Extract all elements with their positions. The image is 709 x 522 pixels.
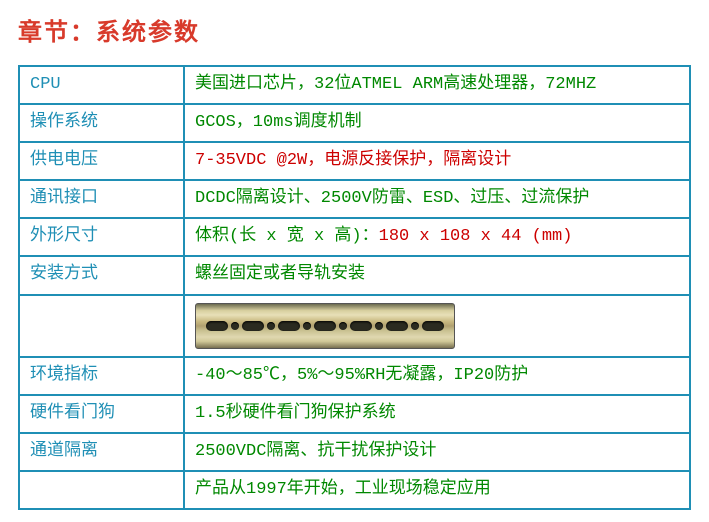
spec-label: [19, 471, 184, 509]
spec-value: DCDC隔离设计、2500V防雷、ESD、过压、过流保护: [184, 180, 690, 218]
spec-value: 螺丝固定或者导轨安装: [184, 256, 690, 294]
rail-slot: [242, 321, 264, 331]
spec-value: [184, 295, 690, 357]
spec-label: 通讯接口: [19, 180, 184, 218]
spec-label: 环境指标: [19, 357, 184, 395]
value-segment: 1.5秒硬件看门狗保护系统: [195, 404, 396, 423]
rail-hole: [375, 322, 383, 330]
spec-value: 7-35VDC @2W，电源反接保护，隔离设计: [184, 142, 690, 180]
spec-value: -40～85℃，5%～95%RH无凝露，IP20防护: [184, 357, 690, 395]
spec-label: [19, 295, 184, 357]
value-segment: GCOS，10ms调度机制: [195, 113, 362, 132]
table-row: CPU 美国进口芯片，32位ATMEL ARM高速处理器，72MHZ: [19, 66, 690, 104]
table-row: 硬件看门狗 1.5秒硬件看门狗保护系统: [19, 395, 690, 433]
rail-hole: [411, 322, 419, 330]
page-container: 章节：系统参数 CPU 美国进口芯片，32位ATMEL ARM高速处理器，72MH…: [0, 0, 709, 522]
rail-slot: [350, 321, 372, 331]
value-segment: 产品从1997年开始，工业现场稳定应用: [195, 480, 491, 499]
table-row: 外形尺寸体积(长 x 宽 x 高)：180 x 108 x 44 (mm): [19, 218, 690, 256]
value-segment: 2500VDC隔离、抗干扰保护设计: [195, 442, 436, 461]
rail-slot: [278, 321, 300, 331]
section-heading: 章节：系统参数: [18, 12, 691, 47]
rail-slot: [422, 321, 444, 331]
table-row: 通道隔离 2500VDC隔离、抗干扰保护设计: [19, 433, 690, 471]
rail-slot: [206, 321, 228, 331]
spec-value: 产品从1997年开始，工业现场稳定应用: [184, 471, 690, 509]
table-row: 通讯接口 DCDC隔离设计、2500V防雷、ESD、过压、过流保护: [19, 180, 690, 218]
rail-hole: [231, 322, 239, 330]
spec-value: GCOS，10ms调度机制: [184, 104, 690, 142]
spec-value: 体积(长 x 宽 x 高)：180 x 108 x 44 (mm): [184, 218, 690, 256]
table-row: 供电电压 7-35VDC @2W，电源反接保护，隔离设计: [19, 142, 690, 180]
rail-hole: [339, 322, 347, 330]
spec-value: 1.5秒硬件看门狗保护系统: [184, 395, 690, 433]
spec-label: 操作系统: [19, 104, 184, 142]
value-segment: 180 x 108 x 44 (mm): [379, 227, 573, 246]
value-segment: 美国进口芯片，32位ATMEL ARM高速处理器，72MHZ: [195, 75, 596, 94]
spec-value: 美国进口芯片，32位ATMEL ARM高速处理器，72MHZ: [184, 66, 690, 104]
table-row: 环境指标 -40～85℃，5%～95%RH无凝露，IP20防护: [19, 357, 690, 395]
rail-hole: [303, 322, 311, 330]
spec-label: CPU: [19, 66, 184, 104]
table-row: 产品从1997年开始，工业现场稳定应用: [19, 471, 690, 509]
table-row: 操作系统 GCOS，10ms调度机制: [19, 104, 690, 142]
table-row: 安装方式螺丝固定或者导轨安装: [19, 256, 690, 294]
spec-label: 通道隔离: [19, 433, 184, 471]
spec-value: 2500VDC隔离、抗干扰保护设计: [184, 433, 690, 471]
spec-table: CPU 美国进口芯片，32位ATMEL ARM高速处理器，72MHZ 操作系统 GCO…: [18, 65, 691, 510]
rail-slot: [386, 321, 408, 331]
spec-label: 供电电压: [19, 142, 184, 180]
value-segment: 体积(长 x 宽 x 高)：: [195, 227, 379, 246]
value-segment: -40～85℃，5%～95%RH无凝露，IP20防护: [195, 366, 528, 385]
value-segment: 螺丝固定或者导轨安装: [195, 265, 365, 284]
rail-hole: [267, 322, 275, 330]
spec-label: 外形尺寸: [19, 218, 184, 256]
spec-label: 安装方式: [19, 256, 184, 294]
rail-slot: [314, 321, 336, 331]
value-segment: 7-35VDC @2W，电源反接保护，隔离设计: [195, 151, 511, 170]
spec-table-body: CPU 美国进口芯片，32位ATMEL ARM高速处理器，72MHZ 操作系统 GCO…: [19, 66, 690, 509]
spec-label: 硬件看门狗: [19, 395, 184, 433]
value-segment: DCDC隔离设计、2500V防雷、ESD、过压、过流保护: [195, 189, 589, 208]
table-row: [19, 295, 690, 357]
din-rail-image: [195, 303, 455, 349]
